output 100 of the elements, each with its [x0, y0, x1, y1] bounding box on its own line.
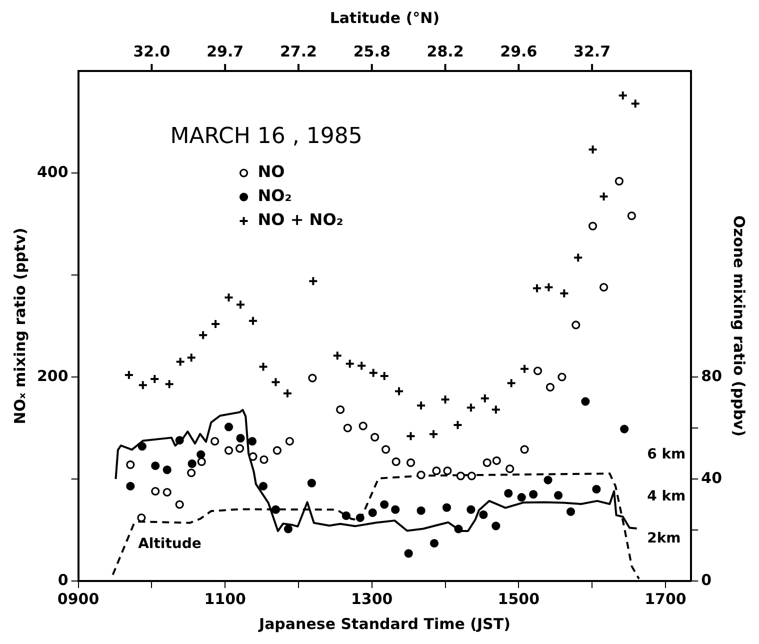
point	[492, 456, 501, 465]
point	[432, 466, 441, 476]
point	[630, 98, 640, 109]
point	[544, 476, 552, 484]
text: 25.8	[353, 42, 390, 60]
text: 29.7	[206, 42, 244, 60]
point	[573, 252, 584, 263]
point	[248, 452, 258, 461]
point	[544, 282, 554, 292]
text: 27.2	[280, 42, 317, 60]
point	[482, 458, 492, 467]
point	[344, 358, 355, 369]
legend-label: NO₂	[258, 186, 292, 206]
point	[490, 404, 501, 415]
point	[188, 459, 196, 468]
y2-tick-label: 40	[701, 468, 722, 487]
point	[520, 364, 530, 374]
point	[517, 493, 526, 502]
point	[504, 488, 513, 498]
point	[614, 176, 624, 186]
point	[272, 446, 282, 455]
point	[442, 503, 452, 512]
y-tick-label: 400	[37, 162, 68, 181]
point	[382, 445, 390, 454]
point	[572, 320, 580, 330]
point	[187, 468, 196, 478]
point	[406, 458, 416, 467]
point	[224, 292, 234, 302]
point	[456, 472, 465, 480]
point	[466, 505, 476, 514]
point	[164, 379, 174, 390]
y2-tick-label: 80	[701, 366, 722, 385]
point	[480, 393, 490, 404]
point	[416, 506, 426, 515]
point	[285, 436, 294, 446]
point	[520, 445, 529, 454]
point	[581, 397, 590, 406]
x-tick-label: 1500	[498, 590, 540, 608]
point	[332, 350, 342, 361]
point	[138, 442, 146, 451]
point	[126, 482, 135, 490]
point	[282, 388, 292, 398]
point	[124, 370, 134, 380]
point	[342, 511, 350, 520]
point	[307, 478, 316, 488]
point	[308, 374, 317, 382]
x-tick-label: 0900	[57, 590, 100, 608]
point	[224, 446, 234, 455]
point	[258, 362, 268, 372]
text: 32.7	[574, 42, 611, 60]
y3-tick-label: 6 km	[647, 446, 686, 463]
point	[533, 366, 542, 376]
point	[210, 318, 221, 329]
point	[356, 360, 367, 371]
point	[588, 222, 598, 230]
x2-axis-title: Latitude (°N)	[330, 8, 440, 27]
point	[358, 422, 368, 430]
point	[356, 513, 364, 522]
point	[186, 352, 196, 363]
point	[380, 500, 389, 509]
point	[392, 457, 400, 466]
point	[224, 422, 234, 432]
point	[379, 370, 390, 381]
point	[428, 429, 439, 440]
point	[443, 466, 452, 476]
point	[416, 400, 426, 411]
point	[466, 402, 476, 413]
point	[558, 372, 566, 382]
point	[150, 374, 160, 384]
point	[368, 508, 377, 517]
point	[236, 434, 245, 442]
point	[151, 486, 160, 496]
point	[196, 450, 206, 459]
point	[308, 276, 318, 286]
y3-tick-label: 4 km	[647, 488, 686, 505]
point	[126, 460, 135, 470]
point	[618, 90, 628, 100]
point	[532, 283, 542, 294]
point	[197, 457, 206, 466]
point	[546, 382, 555, 392]
x-axis-title: Japanese Standard Time (JST)	[258, 614, 510, 633]
point	[506, 378, 516, 388]
point	[248, 316, 258, 326]
point	[175, 500, 184, 509]
point	[566, 507, 576, 516]
point	[599, 282, 608, 292]
legend-label: NO	[258, 162, 285, 182]
point	[588, 144, 598, 155]
text: 28.2	[426, 42, 464, 60]
y-tick-label: 0	[58, 570, 68, 589]
x-tick-label: 1100	[204, 590, 246, 608]
point	[416, 470, 426, 480]
point	[336, 405, 345, 414]
series-label: Altitude	[138, 536, 202, 552]
point	[430, 538, 439, 548]
point	[198, 330, 208, 340]
y2-axis-title: Ozone mixing ratio (ppbv)	[730, 215, 748, 437]
point	[138, 380, 148, 390]
point	[592, 484, 601, 494]
point	[175, 356, 186, 367]
